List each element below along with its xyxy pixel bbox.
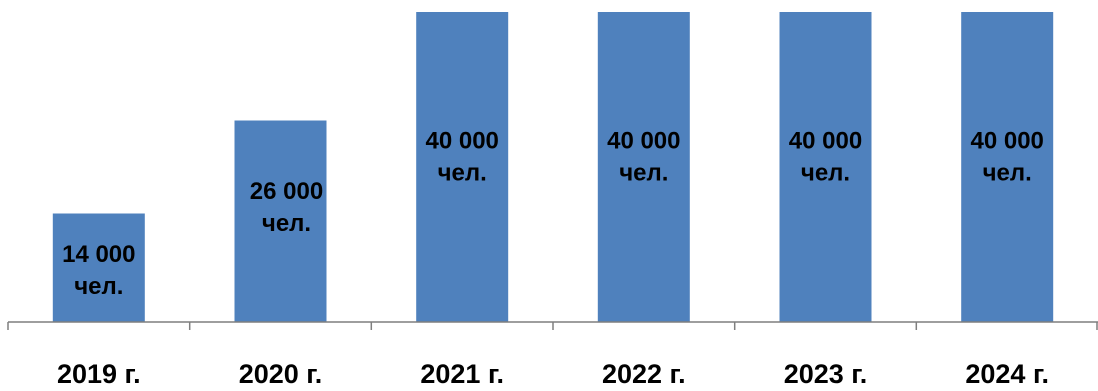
x-tick-labels: 2019 г. 2020 г. 2021 г. 2022 г. 2023 г. 2024 … <box>57 359 1049 389</box>
data-label-2019-unit: чел. <box>74 273 123 300</box>
bars-group <box>52 12 1054 322</box>
bar-2022 <box>597 12 690 322</box>
data-label-2020-value: 26 000 <box>250 178 323 205</box>
data-label-2019-value: 14 000 <box>62 241 135 268</box>
x-tick-label-2019: 2019 г. <box>57 359 141 389</box>
bar-2019 <box>52 213 145 322</box>
data-labels-group: 14 000 чел. 26 000 чел. 40 000 чел. 40 000 чел.… <box>62 128 1044 300</box>
bar-2020 <box>234 120 327 322</box>
x-tick-label-2024: 2024 г. <box>965 359 1049 389</box>
bar-2021 <box>416 12 509 322</box>
bar-2024 <box>961 12 1054 322</box>
data-label-2022-unit: чел. <box>619 160 668 187</box>
data-label-2020-unit: чел. <box>262 210 311 237</box>
data-label-2023-value: 40 000 <box>789 128 862 155</box>
data-label-2024-value: 40 000 <box>970 128 1043 155</box>
x-tick-label-2022: 2022 г. <box>602 359 686 389</box>
data-label-2021-unit: чел. <box>438 160 487 187</box>
x-axis <box>7 321 1098 330</box>
data-label-2022-value: 40 000 <box>607 128 680 155</box>
data-label-2023-unit: чел. <box>801 160 850 187</box>
x-tick-label-2020: 2020 г. <box>239 359 323 389</box>
x-tick-label-2021: 2021 г. <box>420 359 504 389</box>
bar-2023 <box>779 12 872 322</box>
x-tick-label-2023: 2023 г. <box>784 359 868 389</box>
data-label-2024-unit: чел. <box>983 160 1032 187</box>
data-label-2021-value: 40 000 <box>425 128 498 155</box>
